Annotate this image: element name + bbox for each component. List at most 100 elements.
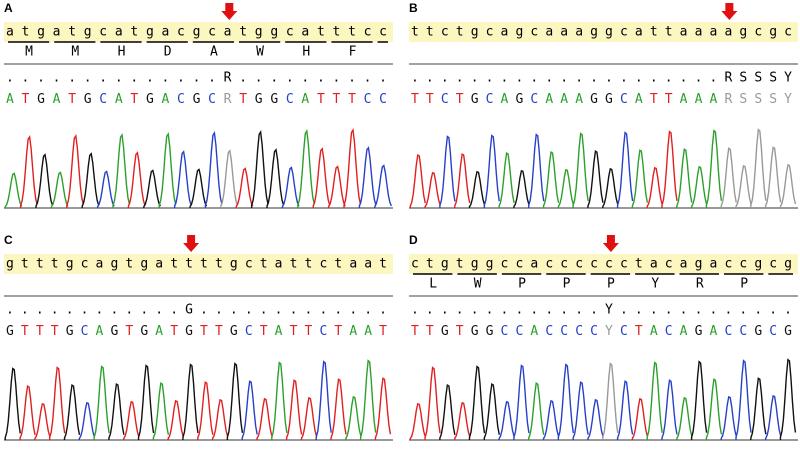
trace-peak [327,165,346,208]
trace-peak [241,380,258,440]
trace-peak [661,379,678,440]
trace-peak [764,394,782,440]
trace-peak [137,364,155,440]
trace-peak [4,367,21,440]
amino-acid: L [429,277,437,292]
trace-peak [143,169,161,208]
trace-peak [330,378,347,440]
amino-acid: M [71,45,79,60]
trace-peak [676,148,693,208]
trace-peak [226,362,244,440]
reference-sequence: atgatgcatgacgcatggcatttcc [6,25,387,40]
trace-peak [750,128,767,208]
trace-peak [81,152,100,208]
trace-peak [764,146,782,208]
trace-peak [96,170,115,208]
trace-peak [705,129,723,208]
trace-peak [424,171,441,208]
trace-peak [587,150,604,208]
trace-peak [690,165,708,208]
trace-peak [312,147,331,208]
trace-peak [409,154,426,208]
trace-peak [19,385,36,440]
amino-acid: P [607,277,615,292]
trace-peak [468,170,486,208]
trace-peak [108,383,125,440]
amino-acid: R [696,277,704,292]
trace-peak [19,135,38,208]
trace-peak [631,397,649,440]
amino-acid: H [302,45,310,60]
trace-peak [127,151,146,208]
trace-peak [453,153,471,208]
trace-peak [646,166,663,208]
trace-peak [468,365,486,440]
trace-peak [4,172,23,208]
trace-peak [616,380,634,440]
amino-acid: Y [651,277,659,292]
trace-peak [661,130,678,208]
amino-acid: A [210,45,218,60]
trace-peak [498,400,515,440]
trace-peak [256,397,273,440]
amino-acid: M [25,45,33,60]
amino-acid: D [164,45,172,60]
trace-peak [705,378,723,440]
amino-acid: P [563,277,571,292]
trace-peak [235,167,254,208]
trace-peak [542,399,560,440]
reference-band [4,22,393,42]
consensus: .....................RSSSY [411,71,792,86]
reference-band [409,22,798,42]
trace-peak [602,362,619,440]
trace-peak [513,364,530,440]
mutation-arrow [721,3,738,20]
trace-peak [197,381,214,440]
trace-peak [48,366,66,440]
trace-peak [528,133,545,208]
amino-acid: H [118,45,126,60]
trace-peak [374,164,392,208]
trace-peak [439,135,456,208]
amino-acid: W [256,45,264,60]
mutation-arrow [183,235,200,252]
trace-peak [750,377,767,440]
trace-peak [616,131,634,208]
consensus: ............G............. [6,303,387,318]
amino-acid: F [349,45,357,60]
trace-peak [343,127,362,208]
amino-acid: P [740,277,748,292]
trace-peak [409,402,426,440]
trace-peak [483,134,500,208]
trace-peak [439,384,456,440]
trace-peak [557,363,575,440]
trace-peak [424,366,441,440]
trace-peak [112,133,131,208]
mutation-arrow [221,3,238,20]
trace-peak [676,396,693,440]
trace-peak [211,398,229,440]
amino-acid: W [474,277,482,292]
trace-peak [167,399,184,440]
trace-peak [631,149,649,208]
trace-peak [152,382,170,440]
trace-peak [93,365,110,440]
trace-peak [158,132,177,208]
trace-peak [173,150,192,208]
panel-label: C [4,233,13,247]
trace-peak [735,359,752,440]
trace-peak [66,134,85,208]
trace-peak [358,146,377,208]
trace-peak [63,384,81,440]
trace-peak [204,131,223,208]
trace-peak [220,149,239,208]
trace-peak [78,401,95,440]
trace-peak [345,395,362,440]
trace-peak [483,383,500,440]
panel-label: B [409,1,418,15]
trace-peak [779,163,797,208]
panel-label: A [4,1,13,15]
